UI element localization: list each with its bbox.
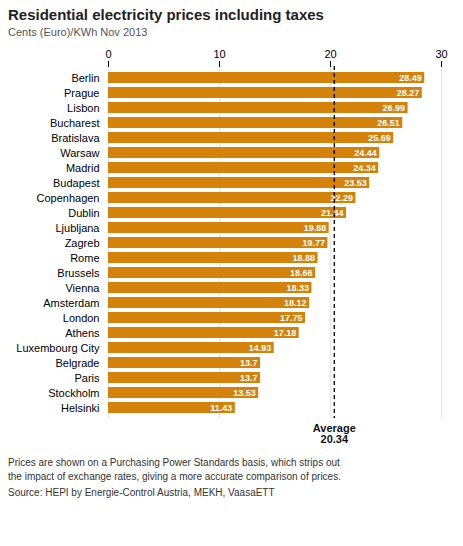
html-text:the impact of exchange rates,: the impact of exchange rates, giving a m…	[8, 470, 341, 482]
svg-text:25.69: 25.69	[368, 133, 391, 143]
svg-text:Athens: Athens	[65, 327, 100, 339]
svg-text:Madrid: Madrid	[66, 162, 100, 174]
svg-text:19.77: 19.77	[302, 238, 325, 248]
svg-text:26.99: 26.99	[383, 103, 406, 113]
svg-text:Vienna: Vienna	[65, 282, 100, 294]
svg-text:14.93: 14.93	[249, 343, 272, 353]
svg-text:Warsaw: Warsaw	[60, 147, 99, 159]
svg-text:13.7: 13.7	[240, 358, 258, 368]
svg-text:26.51: 26.51	[377, 118, 400, 128]
svg-text:Prague: Prague	[64, 87, 99, 99]
svg-text:28.49: 28.49	[399, 73, 422, 83]
svg-text:Berlin: Berlin	[71, 72, 99, 84]
svg-text:Dublin: Dublin	[68, 207, 99, 219]
svg-text:18.33: 18.33	[286, 283, 309, 293]
svg-text:Lisbon: Lisbon	[67, 102, 99, 114]
svg-text:London: London	[63, 312, 100, 324]
svg-text:11.43: 11.43	[210, 403, 232, 413]
svg-text:13.53: 13.53	[233, 388, 256, 398]
svg-text:0: 0	[105, 48, 111, 60]
svg-text:Average20.34: Average20.34	[313, 422, 356, 445]
svg-text:22.29: 22.29	[330, 192, 353, 203]
svg-text:Rome: Rome	[70, 252, 99, 264]
svg-text:Belgrade: Belgrade	[55, 357, 99, 369]
svg-text:Bratislava: Bratislava	[51, 132, 100, 144]
svg-text:18.66: 18.66	[290, 268, 313, 278]
html-text:Residential electricity prices: Residential electricity prices including…	[8, 6, 324, 23]
svg-text:17.75: 17.75	[280, 313, 303, 323]
svg-text:10: 10	[213, 48, 225, 60]
svg-text:17.18: 17.18	[274, 328, 297, 338]
svg-text:Ljubljana: Ljubljana	[55, 222, 100, 234]
svg-text:Copenhagen: Copenhagen	[36, 192, 99, 204]
svg-text:18.88: 18.88	[293, 253, 316, 263]
svg-text:18.12: 18.12	[284, 298, 307, 308]
svg-text:20: 20	[324, 48, 336, 60]
html-text:Source: HEPI by Energie-Contro: Source: HEPI by Energie-Control Austria,…	[8, 487, 275, 498]
svg-text:Budapest: Budapest	[53, 177, 99, 189]
svg-text:Amsterdam: Amsterdam	[43, 297, 99, 309]
html-text:Cents (Euro)/KWh Nov 2013: Cents (Euro)/KWh Nov 2013	[8, 26, 148, 38]
svg-text:28.27: 28.27	[397, 88, 420, 98]
svg-text:24.34: 24.34	[353, 163, 376, 173]
svg-text:Stockholm: Stockholm	[48, 387, 99, 399]
svg-text:19.88: 19.88	[304, 223, 327, 233]
svg-text:Luxembourg City: Luxembourg City	[16, 342, 100, 354]
svg-text:Bucharest: Bucharest	[50, 117, 100, 129]
svg-text:Paris: Paris	[74, 372, 100, 384]
svg-text:Brussels: Brussels	[57, 267, 100, 279]
svg-text:23.53: 23.53	[344, 178, 367, 188]
svg-text:24.44: 24.44	[354, 148, 377, 158]
svg-text:13.7: 13.7	[240, 373, 258, 383]
svg-text:Zagreb: Zagreb	[65, 237, 100, 249]
svg-text:21.44: 21.44	[321, 208, 344, 218]
svg-text:Helsinki: Helsinki	[61, 402, 100, 414]
svg-text:30: 30	[435, 48, 447, 60]
html-text:Prices are shown on a Purchasi: Prices are shown on a Purchasing Power S…	[8, 457, 340, 468]
